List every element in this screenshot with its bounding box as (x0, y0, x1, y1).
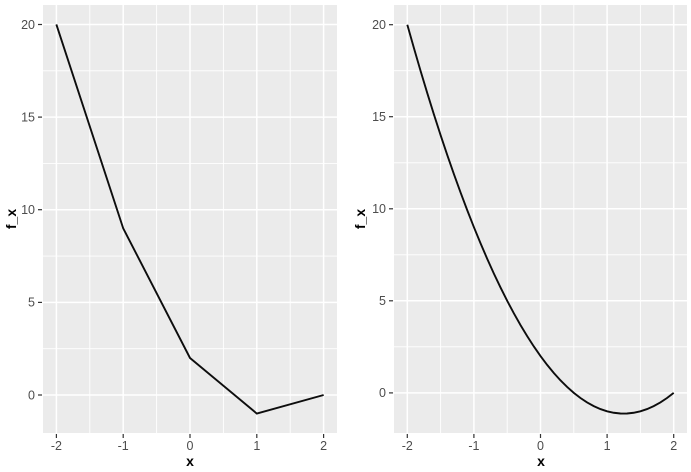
y-axis-tick-label: 10 (372, 202, 386, 216)
x-axis-tick-label: -1 (468, 439, 479, 453)
x-axis-tick-label: 1 (253, 439, 260, 453)
x-axis-tick-label: 1 (604, 439, 611, 453)
x-axis-tick-label: -2 (402, 439, 413, 453)
left-chart-panel: -2 -1 0 1 2 0 5 10 15 20 f_x x (0, 0, 345, 472)
function-line-series (406, 24, 675, 415)
x-axis-tick-label: 2 (320, 439, 327, 453)
right-chart-panel: -2 -1 0 1 2 0 5 10 15 20 f_x x (345, 0, 691, 472)
y-axis-tick-label: 0 (28, 388, 35, 402)
x-axis-tick-label: -2 (51, 439, 62, 453)
y-axis-tick-label: 15 (21, 110, 35, 124)
y-axis-tick-label: 5 (379, 294, 386, 308)
function-line-series (55, 24, 324, 415)
x-axis-tick-label: 0 (537, 439, 544, 453)
left-x-axis-title: x (186, 453, 194, 469)
left-y-axis-title: f_x (3, 208, 19, 230)
y-axis-tick-label: 20 (21, 18, 35, 32)
y-axis-tick-label: 0 (379, 386, 386, 400)
x-axis-tick-label: 0 (187, 439, 194, 453)
right-x-axis-title: x (537, 453, 545, 469)
right-y-axis-title: f_x (352, 208, 368, 230)
x-axis-tick-label: 2 (670, 439, 677, 453)
y-axis-tick-label: 20 (372, 18, 386, 32)
y-axis-tick-label: 10 (21, 203, 35, 217)
y-axis-tick-label: 5 (28, 296, 35, 310)
y-axis-tick-label: 15 (372, 110, 386, 124)
x-axis-tick-label: -1 (118, 439, 129, 453)
